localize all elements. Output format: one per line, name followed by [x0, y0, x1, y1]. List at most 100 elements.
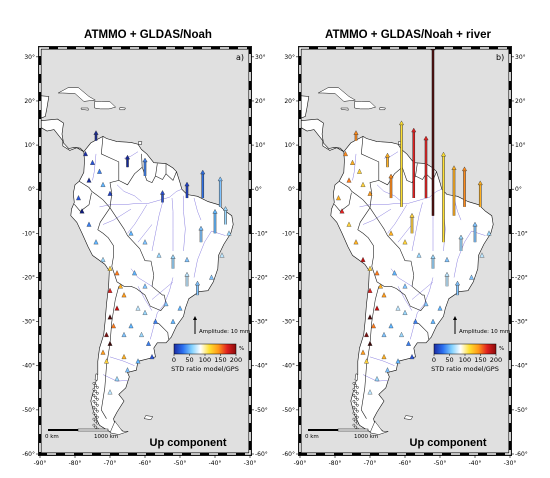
- gps-station: [416, 252, 422, 258]
- arrow-head: [159, 190, 166, 195]
- displacement-arrow: [184, 271, 190, 287]
- gps-station: [142, 239, 148, 245]
- fjord-island: [356, 386, 359, 389]
- river: [397, 224, 413, 243]
- fjord-island: [354, 389, 357, 393]
- lat-tick-label-left: 10°: [284, 142, 295, 149]
- river: [193, 197, 202, 221]
- arrow-head: [388, 173, 394, 179]
- gps-station: [367, 265, 373, 271]
- scale-bar-white: [77, 428, 109, 432]
- lat-tick-label-right: 20°: [255, 98, 266, 105]
- displacement-arrow: [451, 165, 457, 216]
- colorbar-label: STD ratio model/GPS: [431, 365, 499, 373]
- displacement-arrow: [198, 225, 204, 243]
- displacement-arrow: [124, 154, 131, 168]
- country-border: [357, 207, 374, 267]
- arrow-head: [411, 127, 417, 133]
- fjord-island: [96, 397, 99, 401]
- gps-station: [360, 349, 366, 355]
- displacement-arrow: [440, 151, 447, 243]
- gps-station: [76, 195, 81, 201]
- river: [109, 356, 135, 366]
- displacement-arrow: [411, 127, 417, 199]
- lon-tick-label: -50°: [174, 460, 187, 467]
- displacement-arrow: [454, 280, 461, 296]
- river: [171, 197, 174, 251]
- gps-station: [79, 208, 85, 214]
- country-border: [165, 171, 177, 181]
- arrow-head: [472, 221, 478, 227]
- displacement-arrow: [430, 254, 436, 269]
- gps-station: [156, 252, 162, 258]
- gps-station: [350, 159, 355, 165]
- displacement-arrow: [184, 181, 190, 199]
- fjord-island: [352, 399, 356, 403]
- map-content: [40, 87, 234, 435]
- gps-station: [135, 305, 141, 311]
- displacement-arrow: [388, 173, 394, 199]
- fjord-island: [94, 425, 98, 429]
- panel-letter: b): [496, 53, 504, 62]
- country-border: [97, 207, 114, 267]
- island: [369, 420, 389, 435]
- displacement-arrow: [200, 169, 206, 199]
- fjord-island: [354, 384, 357, 387]
- fjord-island: [96, 403, 99, 407]
- river: [352, 153, 357, 181]
- arrow-head: [409, 212, 415, 218]
- gps-station: [90, 159, 95, 165]
- gps-station: [343, 150, 348, 157]
- arrow-head: [200, 169, 206, 175]
- country-border: [411, 275, 425, 296]
- amplitude-arrow-head: [453, 316, 457, 320]
- gps-station: [209, 274, 214, 280]
- island: [318, 87, 357, 102]
- lat-tick-label-left: 20°: [284, 98, 295, 105]
- island: [80, 107, 89, 111]
- lat-tick-label-left: 20°: [24, 98, 35, 105]
- displacement-arrow: [458, 234, 464, 251]
- arrow-head: [198, 225, 204, 231]
- displacement-arrow: [194, 280, 201, 296]
- fjord-island: [94, 389, 98, 393]
- gps-station: [153, 318, 158, 324]
- gps-station: [346, 177, 352, 183]
- gps-station: [437, 305, 443, 311]
- gps-station: [226, 230, 232, 236]
- gps-station: [367, 287, 373, 293]
- gps-station: [146, 340, 151, 346]
- fjord-island: [352, 411, 356, 415]
- gps-station: [142, 309, 148, 315]
- component-label: Up component: [150, 437, 227, 449]
- gps-station: [177, 305, 183, 311]
- river: [390, 268, 413, 287]
- gps-station: [357, 168, 362, 174]
- gps-station: [469, 274, 474, 280]
- gps-station: [93, 239, 99, 245]
- fjord-island: [352, 417, 356, 421]
- displacement-arrow: [222, 206, 229, 225]
- gps-station: [399, 331, 404, 337]
- displacement-arrow: [461, 166, 468, 207]
- colorbar-tick-label: 0: [172, 356, 176, 364]
- arrow-head: [222, 206, 229, 211]
- lat-tick-label-right: -20°: [255, 274, 268, 281]
- lat-tick-label-right: 20°: [515, 98, 526, 105]
- fjord-island: [352, 405, 356, 409]
- fjord-island: [92, 405, 96, 409]
- gps-station: [163, 301, 169, 307]
- lon-tick-label: -70°: [364, 460, 377, 467]
- lon-tick-label: -40°: [209, 460, 222, 467]
- gps-station: [364, 358, 369, 364]
- gps-station: [374, 305, 380, 311]
- arrow-head: [451, 165, 457, 170]
- displacement-arrow: [398, 120, 405, 207]
- gps-station: [360, 181, 366, 187]
- fjord-island: [354, 419, 357, 423]
- displacement-arrow: [212, 208, 218, 234]
- map-frame-dash: [299, 47, 511, 455]
- map-frame-dash: [39, 47, 251, 455]
- arrow-head: [458, 234, 464, 240]
